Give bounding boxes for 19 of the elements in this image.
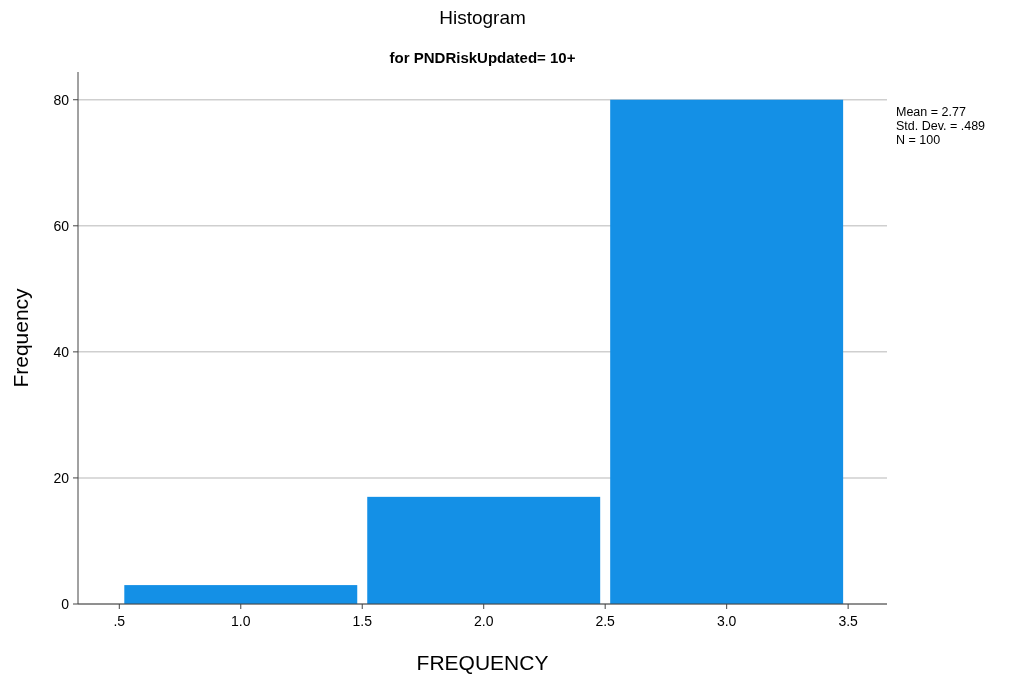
y-axis-title: Frequency [9, 287, 32, 388]
text: Mean = 2.77 [896, 105, 966, 119]
x-tick-label: 2.5 [595, 613, 616, 629]
y-tick-label: 80 [53, 91, 70, 108]
x-axis-title: FREQUENCY [416, 651, 549, 674]
x-tick-label: .5 [113, 613, 126, 629]
chart-subtitle: for PNDRiskUpdated= 10+ [389, 49, 576, 66]
x-tick-label: 2.0 [473, 613, 494, 629]
x-tick-label: 1.0 [231, 613, 251, 629]
y-tick-label: 0 [61, 595, 70, 612]
text: N = 100 [896, 133, 941, 147]
y-tick-label: 60 [53, 217, 70, 234]
x-tick-label: 1.5 [352, 613, 373, 629]
x-tick-label: 3.5 [838, 613, 859, 629]
text: Std. Dev. = .489 [896, 119, 986, 133]
y-tick-label: 40 [53, 343, 70, 360]
y-tick-label: 20 [53, 469, 70, 486]
chart-title: Histogram [439, 7, 526, 28]
x-tick-label: 3.0 [716, 613, 737, 629]
